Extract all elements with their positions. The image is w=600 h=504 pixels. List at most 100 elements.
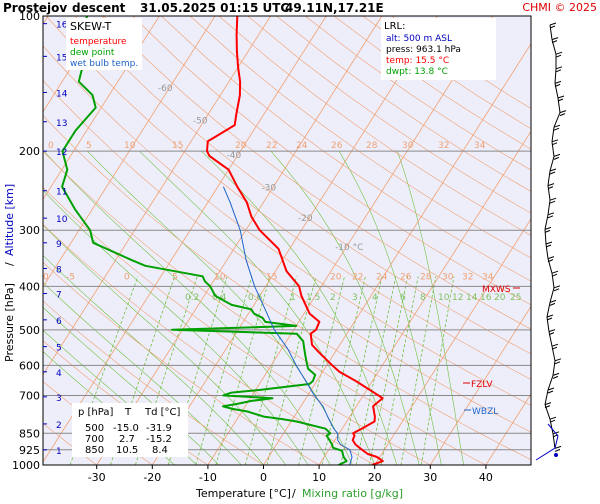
wind-barb-flag: [550, 303, 555, 305]
lrl-alt: alt: 500 m ASL: [386, 34, 452, 44]
temperature-tick-label: -30: [88, 471, 106, 484]
wind-barb-flag: [545, 403, 551, 405]
wind-barb-flag: [548, 213, 554, 215]
table-header-p: p [hPa]: [78, 407, 113, 418]
wind-barb-flag: [550, 201, 555, 203]
wind-barb-flag: [555, 449, 560, 451]
mixing-label-lower: 25: [510, 293, 521, 303]
mixing-label-lower: 2: [330, 293, 336, 303]
isotherm-label: -10 °C: [335, 243, 363, 253]
wind-barbs: [536, 23, 566, 460]
altitude-tick-label: 4: [56, 369, 62, 379]
altitude-tick-label: 11: [56, 188, 67, 198]
lrl-box: LRL: alt: 500 m ASL press: 963.1 hPa tem…: [381, 18, 496, 80]
mixing-label-upper: 28: [366, 141, 378, 151]
table-row-td: -15.2: [146, 434, 172, 445]
legend-title: SKEW-T: [70, 20, 112, 33]
lrl-temp: temp: 15.5 °C: [386, 56, 449, 66]
mxws-label: MXWS: [482, 285, 511, 295]
isotherm-label: -50: [193, 116, 208, 126]
mixing-label-mid: 10: [214, 272, 226, 282]
table-row-t: 2.7: [119, 434, 135, 445]
table-row-td: 8.4: [152, 445, 168, 456]
pressure-tick-label: 100: [19, 10, 40, 23]
mixing-label-upper: 20: [235, 141, 247, 151]
wind-barb-flag: [548, 216, 553, 218]
x-axis-separator: /: [292, 487, 296, 500]
mixing-label-upper: 5: [86, 141, 92, 151]
wind-barb-flag: [546, 242, 552, 244]
header-mode: descent: [72, 1, 126, 15]
mixing-label-upper: 22: [266, 141, 277, 151]
wind-barb-flag: [553, 376, 558, 378]
altitude-tick-label: 15: [56, 53, 67, 63]
lrl-dwpt: dwpt: 13.8 °C: [386, 67, 448, 77]
mixing-label-lower: 6: [400, 293, 406, 303]
altitude-tick-label: 9: [56, 240, 62, 250]
wind-barb-staff: [550, 156, 554, 171]
wind-barb-flag: [554, 157, 559, 159]
mixing-label-mid: 24: [376, 272, 388, 282]
wind-barb-flag: [552, 271, 558, 273]
wind-barb-flag: [555, 362, 560, 364]
table-row-td: -31.9: [146, 423, 172, 434]
fzlv-label: FZLV: [471, 380, 493, 390]
wind-barb-flag: [547, 315, 553, 317]
table-row-t: -15.0: [113, 423, 139, 434]
wind-barb-flag: [554, 154, 560, 156]
y-axis-label-altitude: Altitude [km]: [3, 184, 16, 256]
wind-barb-flag: [550, 23, 556, 25]
isotherm-label: -40: [227, 151, 242, 161]
mixing-label-lower: 1.5: [306, 293, 320, 303]
altitude-tick-label: 16: [56, 21, 68, 31]
wind-barb-flag: [555, 359, 561, 361]
altitude-tick-label: 12: [56, 148, 67, 158]
wind-barb-staff: [548, 171, 550, 186]
copyright: CHMI © 2025: [522, 1, 597, 14]
mixing-label-upper: 10: [124, 141, 136, 151]
wind-barb-flag: [552, 38, 558, 40]
altitude-tick-label: 5: [56, 344, 62, 354]
mixing-label-mid: 30: [442, 272, 454, 282]
wind-barb-flag: [556, 67, 562, 69]
altitude-tick-label: 1: [56, 447, 62, 457]
mixing-label-lower: 3: [352, 293, 358, 303]
legend-wetbulb: wet bulb temp.: [70, 59, 138, 69]
temperature-tick-label: 10: [312, 471, 326, 484]
mixing-label-lower: 14: [466, 293, 478, 303]
wbzl-label: WBZL: [472, 407, 498, 417]
mixing-label-upper: 15: [172, 141, 183, 151]
wind-barb-flag: [548, 391, 553, 393]
wind-barb-flag: [555, 446, 561, 448]
pressure-tick-label: 1000: [12, 459, 40, 472]
header-datetime: 31.05.2025 01:15 UTC: [140, 1, 289, 15]
mixing-label-mid: 22: [352, 272, 363, 282]
wind-barb-flag: [554, 286, 560, 288]
temperature-tick-label: 40: [479, 471, 493, 484]
table-row-p: 850: [85, 445, 104, 456]
mixing-label-mid: 15: [266, 272, 277, 282]
table-row-p: 500: [85, 423, 104, 434]
wind-barb-flag: [550, 417, 556, 419]
wind-barb-staff: [552, 127, 554, 142]
wind-barb-flag: [555, 81, 561, 83]
isotherm-label: -20: [298, 214, 313, 224]
header-coords: 49.11N,17.21E: [285, 1, 384, 15]
wind-barb-staff: [545, 215, 548, 230]
x-axis-label-mixing: Mixing ratio [g/kg]: [302, 487, 403, 500]
wind-barb-staff: [555, 69, 556, 84]
mixing-label-mid: 34: [482, 272, 494, 282]
mixing-label-lower: 12: [452, 293, 463, 303]
pressure-tick-label: 400: [19, 280, 40, 293]
mixing-label-upper: 0: [48, 141, 54, 151]
legend-dewpoint: dew point: [70, 48, 115, 58]
wind-barb-flag: [554, 128, 559, 130]
wind-barb-staff: [553, 361, 555, 376]
altitude-tick-label: 14: [56, 89, 68, 99]
wind-barb-flag: [548, 184, 554, 186]
wind-barb-flag: [552, 140, 558, 142]
wind-barb-flag: [549, 330, 555, 332]
